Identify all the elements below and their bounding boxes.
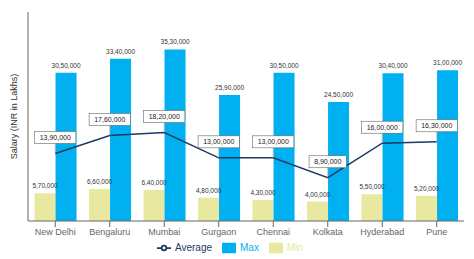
svg-text:Salary (INR in Lakhs): Salary (INR in Lakhs) [9,74,19,160]
svg-text:33,40,000: 33,40,000 [106,48,135,55]
svg-text:Hyderabad: Hyderabad [360,227,404,237]
svg-text:13,90,000: 13,90,000 [40,134,71,141]
html-text:Max: Max [240,241,259,253]
svg-text:4,30,000: 4,30,000 [250,189,276,196]
svg-text:Kolkata: Kolkata [313,227,343,237]
svg-text:5,20,000: 5,20,000 [414,185,440,192]
svg-text:17,60,000: 17,60,000 [94,116,125,123]
svg-text:16,30,000: 16,30,000 [421,122,452,129]
svg-text:Gurgaon: Gurgaon [201,227,236,237]
svg-text:6,40,000: 6,40,000 [141,179,167,186]
svg-text:30,50,000: 30,50,000 [270,62,299,69]
html-text:Average: Average [174,241,212,253]
svg-text:4,00,000: 4,00,000 [305,191,331,198]
svg-text:Pune: Pune [426,227,447,237]
svg-text:Chennai: Chennai [256,227,290,237]
svg-text:8,90,000: 8,90,000 [314,158,341,165]
svg-text:5,50,000: 5,50,000 [359,183,385,190]
svg-text:24,50,000: 24,50,000 [324,91,353,98]
svg-text:35,30,000: 35,30,000 [161,38,190,45]
svg-text:30,50,000: 30,50,000 [52,62,81,69]
svg-text:25,90,000: 25,90,000 [215,84,244,91]
svg-text:4,80,000: 4,80,000 [196,187,222,194]
svg-text:Mumbai: Mumbai [148,227,180,237]
html-text:Min: Min [286,241,303,253]
svg-text:31,00,000: 31,00,000 [433,59,462,66]
svg-text:13,00,000: 13,00,000 [258,138,289,145]
svg-text:16,00,000: 16,00,000 [367,124,398,131]
svg-text:30,40,000: 30,40,000 [379,62,408,69]
svg-text:18,20,000: 18,20,000 [149,113,180,120]
svg-text:5,70,000: 5,70,000 [32,182,58,189]
svg-text:13,00,000: 13,00,000 [203,138,234,145]
svg-text:New Delhi: New Delhi [35,227,76,237]
svg-text:Bengaluru: Bengaluru [89,227,130,237]
svg-text:6,60,000: 6,60,000 [87,178,113,185]
